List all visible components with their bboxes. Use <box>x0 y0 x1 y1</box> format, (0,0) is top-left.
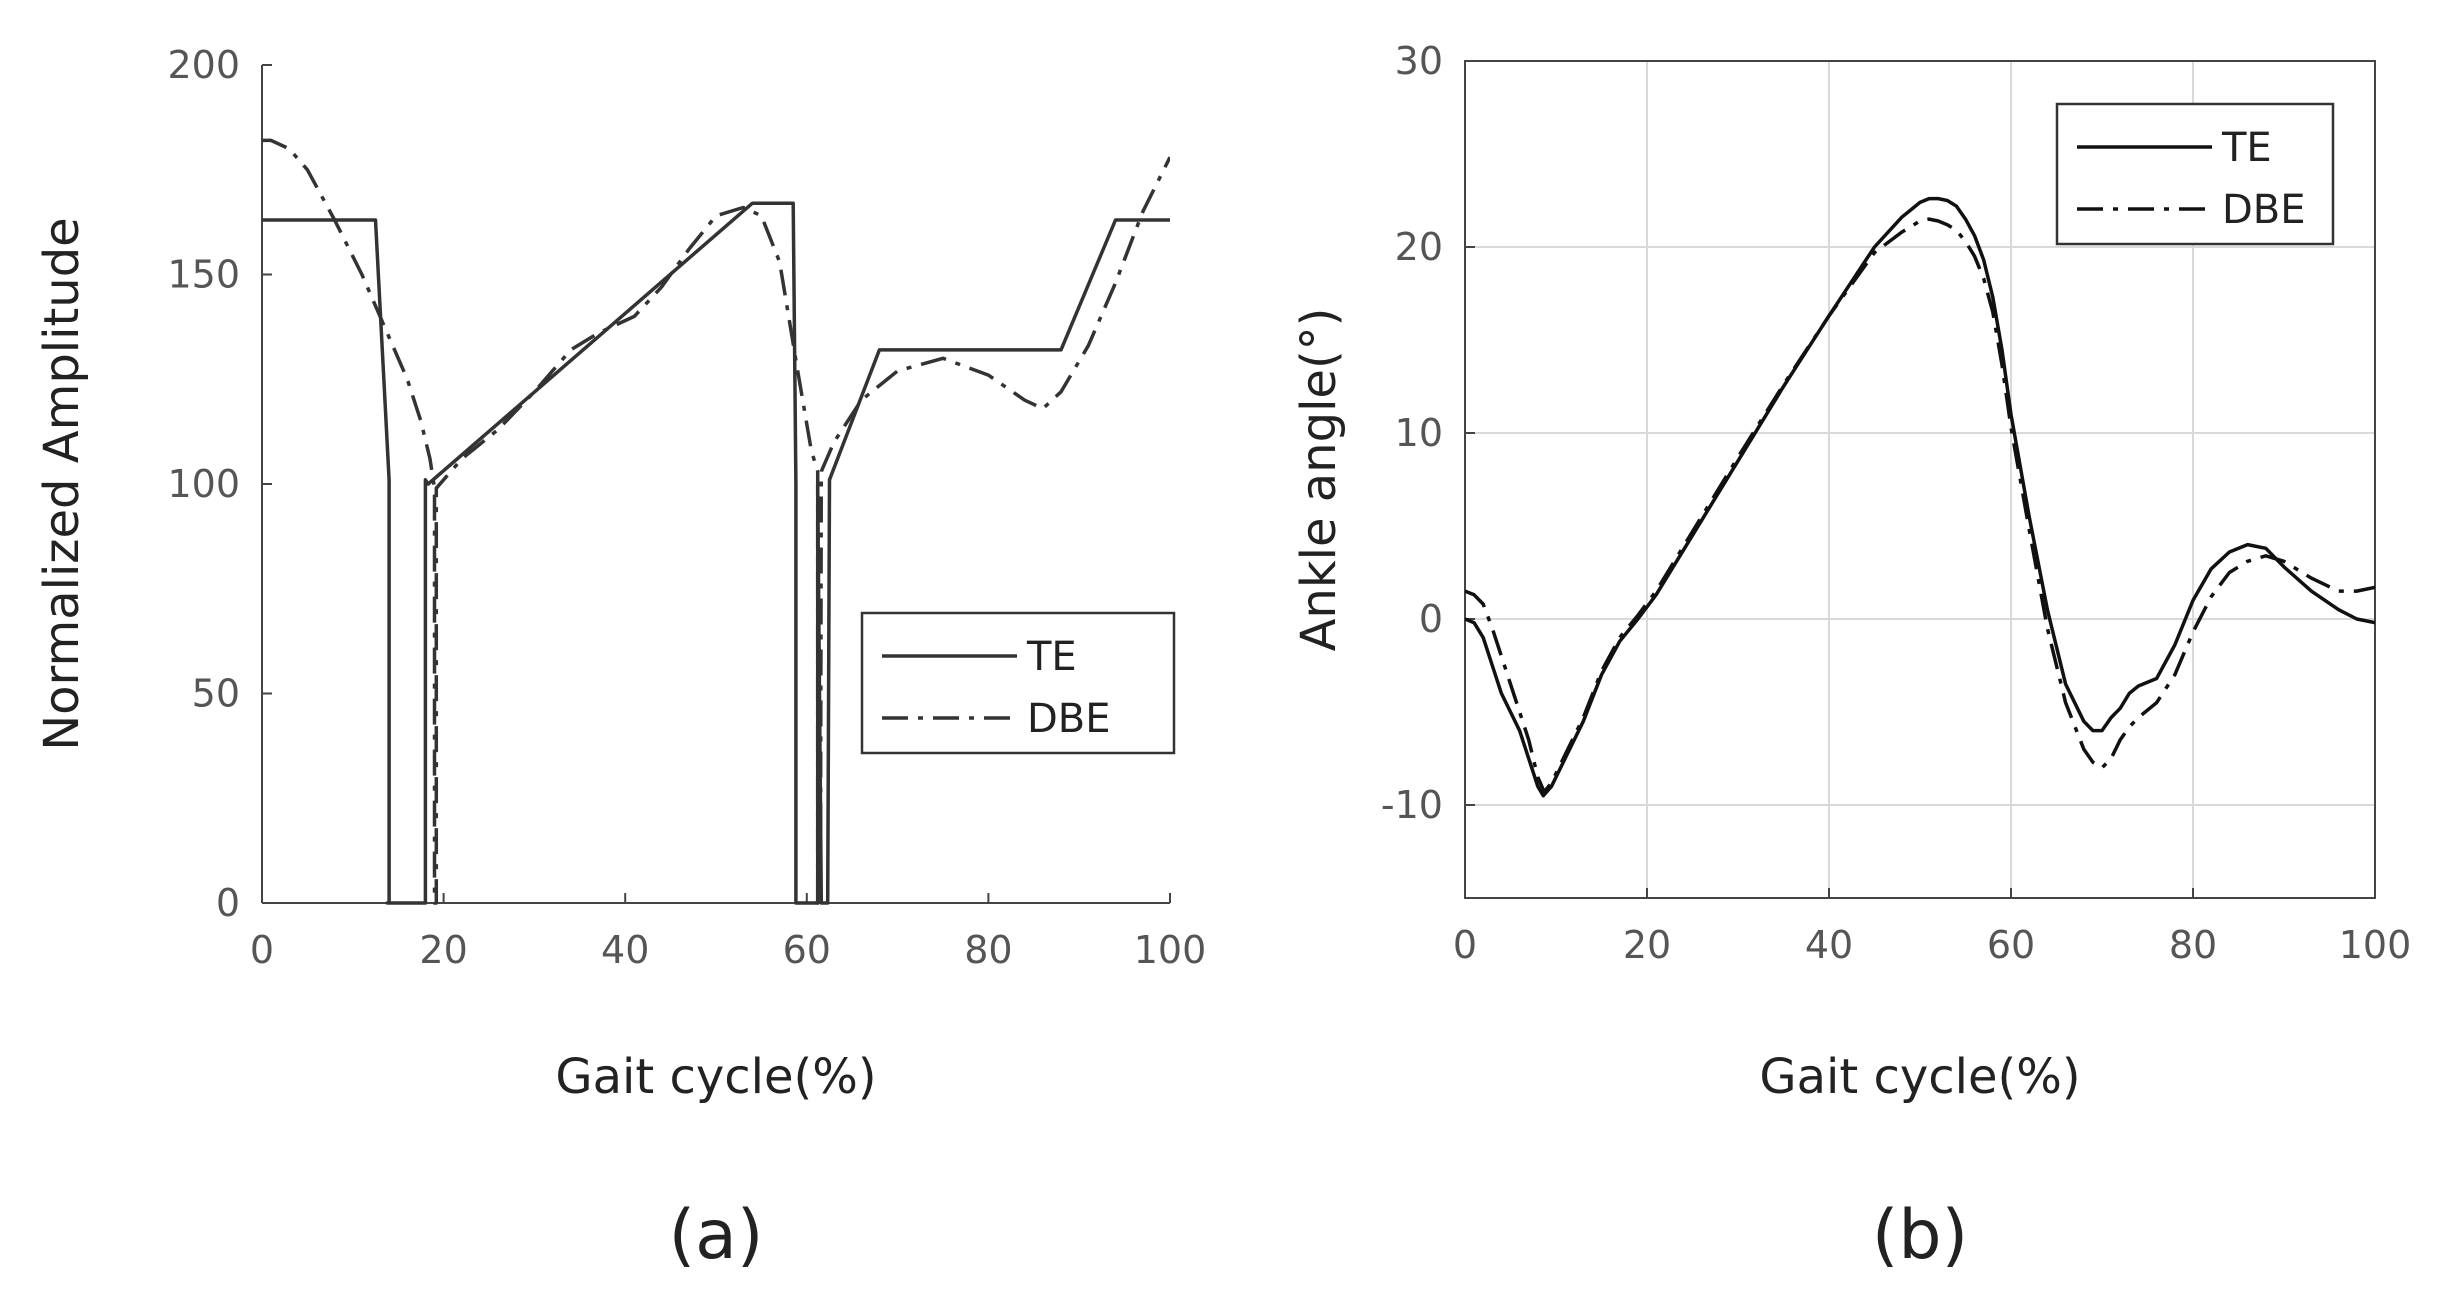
x-tick-label: 40 <box>1805 923 1853 967</box>
x-tick-label: 20 <box>1623 923 1671 967</box>
plot-frame <box>1464 60 2376 899</box>
panel-label: (a) <box>669 1196 764 1275</box>
x-tick-label: 40 <box>601 928 649 972</box>
x-tick-label: 60 <box>783 928 831 972</box>
panel-b: -10 0 10 20 30 0 20 40 60 80 100 Ankle angle(°) Gait… <box>1291 39 2411 1275</box>
legend-label-dbe: DBE <box>2222 187 2306 233</box>
x-tick-label: 100 <box>1134 928 1207 972</box>
y-tick-label: -10 <box>1381 783 1443 827</box>
panel-label: (b) <box>1872 1196 1968 1275</box>
series-line-dbe <box>1465 217 2375 794</box>
x-axis-label: Gait cycle(%) <box>1759 1049 2080 1105</box>
panel-a: 0 50 100 150 200 0 20 40 60 80 100 Normalized Ampli… <box>34 43 1206 1275</box>
series-line-dbe <box>262 138 1170 905</box>
y-axis-label: Normalized Amplitude <box>34 217 90 750</box>
x-tick-label: 60 <box>1987 923 2035 967</box>
series-line-te <box>1465 196 2375 798</box>
y-tick-label: 200 <box>167 43 240 87</box>
y-tick-label: 20 <box>1395 225 1443 269</box>
y-tick-label: 0 <box>216 881 240 925</box>
legend-label-te: TE <box>2221 125 2272 171</box>
x-tick-label: 100 <box>2339 923 2412 967</box>
series-line-te <box>262 201 1170 905</box>
y-tick-label: 30 <box>1395 39 1443 83</box>
legend-box <box>2055 102 2335 246</box>
x-tick-label: 80 <box>2169 923 2217 967</box>
y-tick-label: 10 <box>1395 411 1443 455</box>
legend-label-dbe: DBE <box>1027 696 1111 742</box>
x-tick-label: 20 <box>419 928 467 972</box>
legend-label-te: TE <box>1026 634 1077 680</box>
x-axis-label: Gait cycle(%) <box>555 1049 876 1105</box>
legend-box <box>860 611 1176 755</box>
x-tick-label: 80 <box>964 928 1012 972</box>
y-tick-label: 0 <box>1419 597 1443 641</box>
y-tick-label: 100 <box>167 462 240 506</box>
y-tick-label: 150 <box>167 253 240 297</box>
x-tick-label: 0 <box>250 928 274 972</box>
y-tick-label: 50 <box>192 672 240 716</box>
x-tick-label: 0 <box>1453 923 1477 967</box>
y-axis-label: Ankle angle(°) <box>1291 308 1347 652</box>
